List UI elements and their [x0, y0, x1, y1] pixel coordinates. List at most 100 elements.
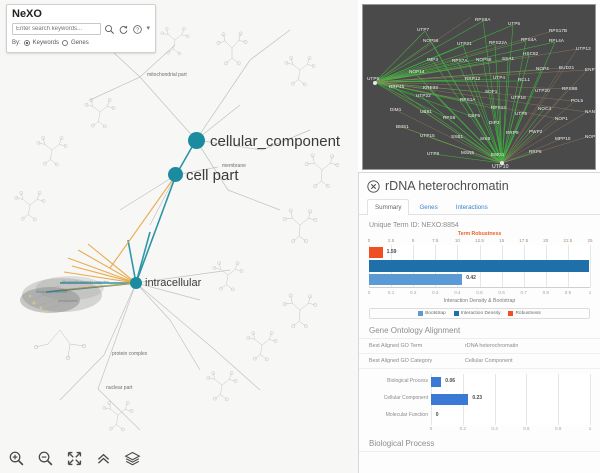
- gene-label[interactable]: UTP18: [511, 95, 526, 100]
- gene-interaction-network[interactable]: UTP9 UTP7 RPS8A UTP6 RPS17B NOP56 UTP21 …: [362, 4, 596, 170]
- radio-keywords[interactable]: [23, 40, 30, 46]
- gene-label[interactable]: UTP21: [457, 41, 472, 46]
- gene-label[interactable]: UTP9: [367, 76, 380, 81]
- bar-bootstrap[interactable]: [369, 274, 462, 285]
- tree-node-label[interactable]: mitochondrial part: [147, 72, 187, 78]
- chevron-down-icon[interactable]: ▾: [146, 25, 150, 32]
- gene-label[interactable]: RPS8A: [475, 17, 491, 22]
- fit-screen-icon[interactable]: [66, 450, 83, 467]
- zoom-out-icon[interactable]: [37, 450, 54, 467]
- gene-label[interactable]: NOP4: [536, 66, 549, 71]
- gene-label[interactable]: NOP6: [585, 134, 596, 139]
- gene-label[interactable]: UTP20: [535, 88, 550, 93]
- gene-label[interactable]: NAN1: [585, 109, 595, 114]
- gene-label[interactable]: UTP5: [515, 111, 528, 116]
- legend-interaction-density[interactable]: Interaction Density: [453, 311, 500, 316]
- gene-label[interactable]: UTP22: [416, 93, 431, 98]
- gene-label[interactable]: UTP15: [420, 133, 435, 138]
- gene-label[interactable]: UTP7: [417, 27, 430, 32]
- gene-label[interactable]: RRP12: [465, 76, 481, 81]
- gene-label[interactable]: KRE33: [423, 85, 439, 90]
- tree-node-label[interactable]: membrane: [222, 163, 246, 169]
- gene-node[interactable]: [373, 81, 377, 85]
- close-circle-icon[interactable]: [367, 179, 380, 193]
- tab-summary[interactable]: Summary: [367, 199, 410, 215]
- legend-bootstrap[interactable]: Bootstrap: [418, 311, 446, 316]
- search-icon[interactable]: [104, 24, 115, 35]
- gene-label[interactable]: RPS4A: [521, 37, 537, 42]
- gene-node-hub[interactable]: [500, 161, 504, 165]
- gene-label[interactable]: POL5: [571, 98, 584, 103]
- tab-bar[interactable]: Summary Genes Interactions: [359, 198, 600, 215]
- gene-label[interactable]: PWP2: [529, 129, 543, 134]
- gene-label[interactable]: NOP1: [555, 116, 568, 121]
- gene-label-hub[interactable]: UTP10: [492, 164, 509, 170]
- tree-node-label[interactable]: nuclear part: [106, 385, 133, 391]
- bar-robustness[interactable]: [369, 247, 384, 258]
- gene-label[interactable]: DIP2: [489, 120, 500, 125]
- gene-label[interactable]: RRP45: [389, 84, 405, 89]
- bar-interaction-density[interactable]: [369, 260, 589, 272]
- gene-label[interactable]: SSA1: [502, 56, 515, 61]
- gene-label[interactable]: SOF1: [485, 89, 498, 94]
- term-info-panel[interactable]: rDNA heterochromatin Summary Genes Inter…: [358, 172, 600, 473]
- tree-node-intracellular-label[interactable]: intracellular: [145, 277, 202, 289]
- layers-icon[interactable]: [124, 450, 141, 467]
- radio-genes[interactable]: [62, 40, 69, 46]
- gene-label[interactable]: HSC82: [523, 51, 539, 56]
- tree-node-cell-part-label[interactable]: cell part: [186, 167, 239, 184]
- gene-label[interactable]: NOP58: [476, 57, 492, 62]
- tree-node-cellular-component-dot[interactable]: [188, 132, 205, 149]
- tree-node-cellular-component-label[interactable]: cellular_component: [210, 133, 341, 150]
- gene-label[interactable]: SSB1: [451, 134, 464, 139]
- gene-label[interactable]: NOC4: [538, 106, 552, 111]
- tree-node-label[interactable]: preribosome: [58, 299, 78, 303]
- go-bar-biological-process[interactable]: [431, 377, 441, 387]
- gene-label[interactable]: RPS22A: [489, 40, 508, 45]
- search-input[interactable]: [12, 23, 102, 35]
- gene-label[interactable]: MPP10: [555, 136, 571, 141]
- gene-label[interactable]: UB81: [420, 109, 432, 114]
- gene-label[interactable]: BUD21: [559, 65, 575, 70]
- tree-node-label[interactable]: protein complex: [112, 351, 148, 357]
- gene-label[interactable]: ENP1: [585, 67, 595, 72]
- gene-label[interactable]: NOP14: [409, 69, 425, 74]
- zoom-in-icon[interactable]: [8, 450, 25, 467]
- gene-label[interactable]: RRP9: [506, 130, 519, 135]
- collapse-icon[interactable]: [95, 450, 112, 467]
- tree-node-label[interactable]: ribonucleoprotein complex: [62, 279, 109, 284]
- radio-keywords-label[interactable]: Keywords: [32, 40, 60, 46]
- tab-interactions[interactable]: Interactions: [455, 204, 488, 211]
- tree-node-intracellular-dot[interactable]: [130, 277, 142, 289]
- gene-label[interactable]: RPS1A: [460, 97, 476, 102]
- ontology-tree-graph[interactable]: [0, 0, 358, 473]
- gene-label[interactable]: NOP56: [423, 38, 439, 43]
- gene-label[interactable]: BMS1: [396, 124, 409, 129]
- gene-label[interactable]: RPS9B: [562, 86, 578, 91]
- refresh-icon[interactable]: [118, 24, 129, 35]
- gene-label[interactable]: CBF5: [468, 113, 481, 118]
- gene-label[interactable]: UTP4: [493, 75, 506, 80]
- gene-label[interactable]: UTP13: [576, 46, 591, 51]
- tree-node-cell-part-dot[interactable]: [168, 167, 183, 182]
- gene-label[interactable]: UTP8: [427, 151, 440, 156]
- gene-label[interactable]: IMP3: [427, 57, 439, 62]
- gene-label[interactable]: RPS7A: [452, 58, 468, 63]
- gene-label[interactable]: SIK6: [480, 136, 491, 141]
- tab-genes[interactable]: Genes: [419, 204, 438, 211]
- gene-label[interactable]: RPS13: [491, 105, 507, 110]
- radio-genes-label[interactable]: Genes: [71, 40, 89, 46]
- search-panel[interactable]: NeXO ? ▾ By: Keywords Genes: [6, 4, 156, 53]
- help-icon[interactable]: ?: [132, 24, 143, 35]
- tree-node-label[interactable]: ribosomal subunit: [36, 289, 68, 294]
- ontology-tree-panel[interactable]: mitochondrial part membrane protein comp…: [0, 0, 358, 473]
- gene-label[interactable]: MSN5: [461, 150, 475, 155]
- gene-label[interactable]: RPL4A: [549, 38, 565, 43]
- go-bar-cellular-component[interactable]: [431, 394, 468, 405]
- graph-toolbar[interactable]: [0, 443, 358, 473]
- gene-label[interactable]: EMG1: [491, 152, 505, 157]
- gene-label[interactable]: DIM1: [390, 107, 402, 112]
- gene-label[interactable]: RCL1: [518, 77, 531, 82]
- gene-label[interactable]: RRP5: [529, 149, 542, 154]
- gene-label[interactable]: RPS6: [443, 115, 456, 120]
